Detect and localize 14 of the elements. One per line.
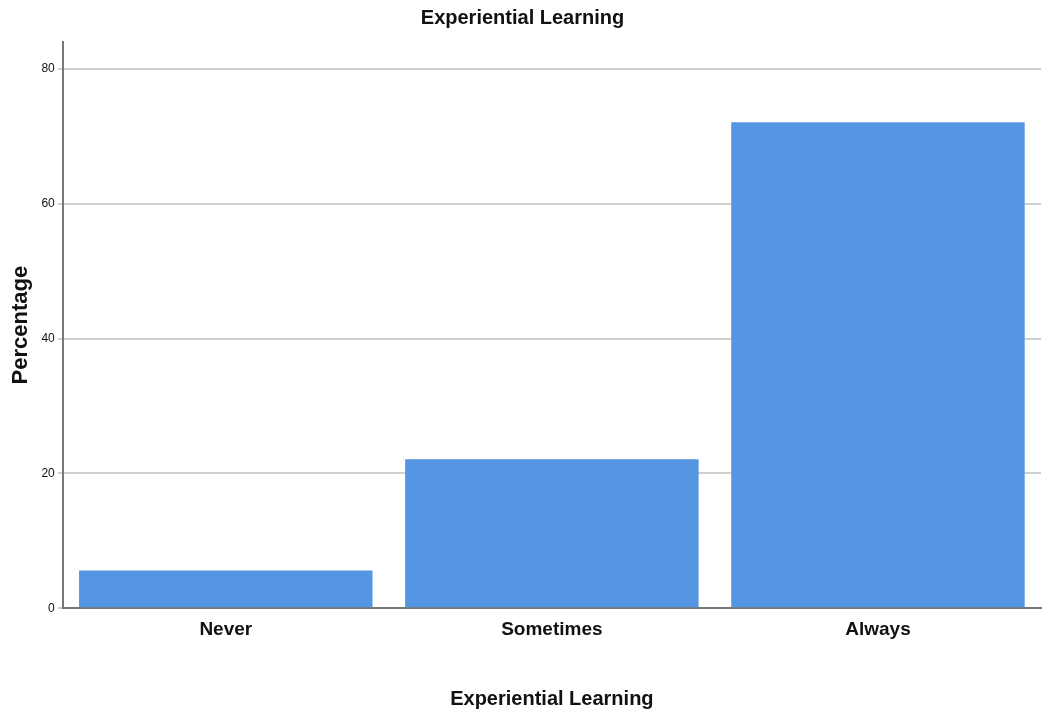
x-tick-label: Always: [845, 617, 911, 639]
y-tick-label: 0: [48, 600, 56, 615]
bar: [79, 570, 373, 608]
x-tick-label: Sometimes: [501, 617, 603, 639]
chart-title: Experiential Learning: [420, 5, 625, 28]
y-axis-title: Percentage: [7, 265, 33, 385]
y-tick-label: 20: [41, 465, 56, 480]
y-tick-label: 40: [41, 330, 56, 345]
x-tick-label: Never: [199, 617, 253, 639]
x-axis-title: Experiential Learning: [450, 686, 654, 709]
y-tick-label: 60: [41, 196, 56, 211]
bar: [731, 122, 1025, 608]
y-tick-label: 80: [41, 61, 56, 76]
bar: [405, 459, 699, 608]
